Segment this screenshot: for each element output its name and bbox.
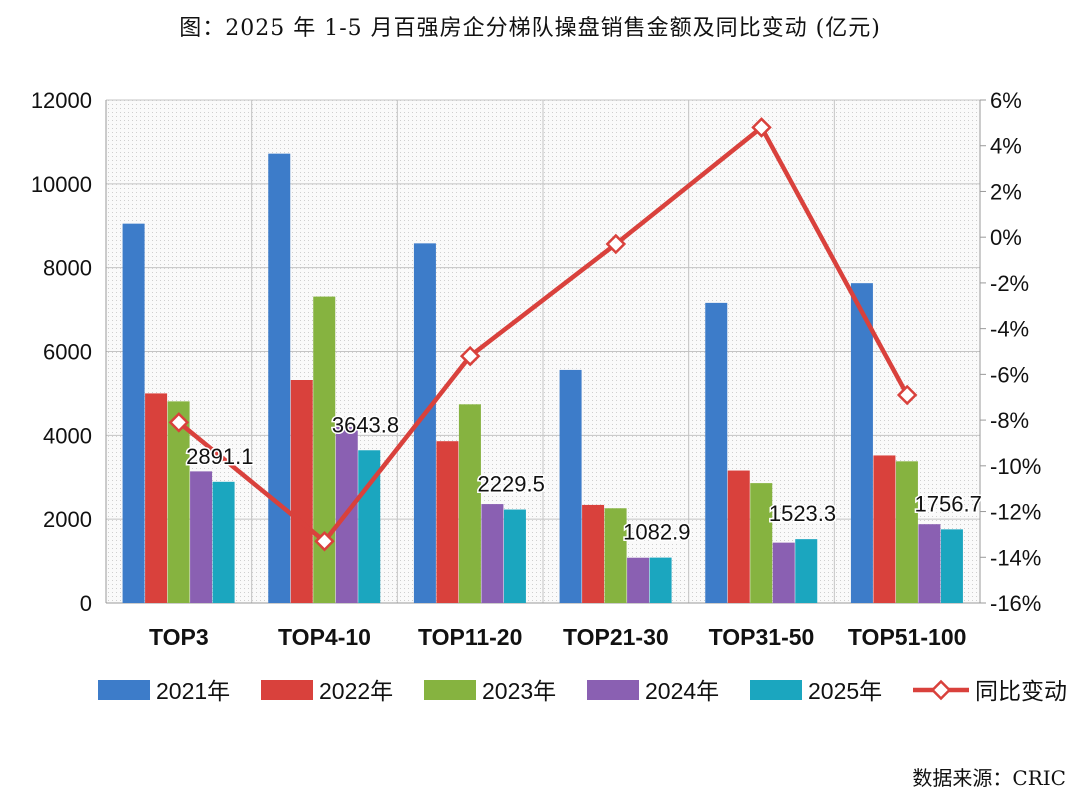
- y-tick-label: 2000: [43, 507, 92, 532]
- legend-marker: [930, 679, 952, 701]
- x-tick-label: TOP11-20: [418, 624, 522, 650]
- bar: [436, 441, 459, 603]
- bar: [167, 401, 190, 603]
- x-tick-label: TOP51-100: [848, 624, 966, 650]
- bar: [940, 529, 963, 603]
- bar: [873, 455, 896, 603]
- legend-swatch: [98, 680, 150, 700]
- y2-tick-label: 2%: [990, 179, 1022, 204]
- y2-tick-label: -10%: [990, 454, 1041, 479]
- y2-tick-label: 6%: [990, 88, 1022, 113]
- y2-tick-label: -14%: [990, 545, 1041, 570]
- y-tick-label: 6000: [43, 340, 92, 365]
- line-point: [168, 412, 190, 433]
- bar: [727, 470, 750, 603]
- bar: [750, 483, 773, 603]
- y-tick-label: 8000: [43, 256, 92, 281]
- y2-tick-label: -6%: [990, 362, 1029, 387]
- line-point: [459, 345, 481, 367]
- y2-tick-label: 0%: [990, 225, 1022, 250]
- bar: [627, 557, 650, 603]
- bar: [559, 369, 582, 603]
- bar: [122, 223, 145, 603]
- y-tick-label: 12000: [31, 88, 92, 113]
- legend-swatch: [261, 680, 313, 700]
- line-series: [177, 125, 910, 544]
- line-point: [314, 531, 335, 552]
- legend-label: 2021年: [156, 678, 230, 704]
- y2-tick-label: -8%: [990, 408, 1029, 433]
- bar: [145, 393, 168, 603]
- y2-tick-label: -4%: [990, 317, 1029, 342]
- bar: [503, 509, 526, 603]
- bar: [290, 380, 313, 603]
- legend-label: 2025年: [808, 678, 882, 704]
- bar: [481, 504, 504, 603]
- y-tick-label: 0: [80, 591, 92, 616]
- y2-tick-label: -2%: [990, 271, 1029, 296]
- x-tick-label: TOP3: [149, 624, 209, 650]
- bar: [582, 504, 605, 603]
- bar: [918, 524, 941, 603]
- bar: [413, 243, 436, 604]
- bar: [895, 461, 918, 603]
- bar: [604, 508, 627, 603]
- bar: [190, 471, 213, 603]
- legend-label: 2024年: [645, 678, 719, 704]
- legend-swatch: [587, 680, 639, 700]
- legend-swatch: [750, 680, 802, 700]
- legend-swatch: [424, 680, 476, 700]
- bar: [705, 302, 728, 603]
- bar: [649, 557, 672, 603]
- line-point: [896, 384, 918, 406]
- y2-tick-label: -12%: [990, 500, 1041, 525]
- bar: [268, 153, 291, 604]
- bar: [772, 542, 795, 603]
- legend-label: 2022年: [319, 678, 393, 704]
- chart-title: 图：2025 年 1-5 月百强房企分梯队操盘销售金额及同比变动 (亿元): [179, 16, 881, 41]
- line-point: [751, 117, 772, 138]
- y2-tick-label: -16%: [990, 591, 1041, 616]
- bar: [795, 539, 818, 603]
- data-label: 2229.5: [478, 472, 545, 497]
- bar: [313, 296, 336, 603]
- bar: [212, 481, 235, 603]
- y2-tick-label: 4%: [990, 134, 1022, 159]
- bar: [458, 404, 481, 603]
- data-label: 3643.8: [332, 412, 399, 437]
- data-label: 2891.1: [186, 444, 253, 469]
- x-tick-label: TOP31-50: [709, 624, 815, 650]
- source-note: 数据来源：CRIC: [912, 766, 1066, 790]
- legend-label: 2023年: [482, 678, 556, 704]
- x-tick-label: TOP21-30: [563, 624, 669, 650]
- data-label: 1756.7: [915, 491, 982, 516]
- bar: [850, 283, 873, 603]
- y-tick-label: 4000: [43, 423, 92, 448]
- data-label: 1082.9: [623, 520, 690, 545]
- x-tick-label: TOP4-10: [278, 624, 371, 650]
- y-tick-label: 10000: [31, 172, 92, 197]
- line-point: [605, 233, 627, 255]
- data-label: 1523.3: [769, 501, 836, 526]
- legend-label: 同比变动: [975, 678, 1067, 704]
